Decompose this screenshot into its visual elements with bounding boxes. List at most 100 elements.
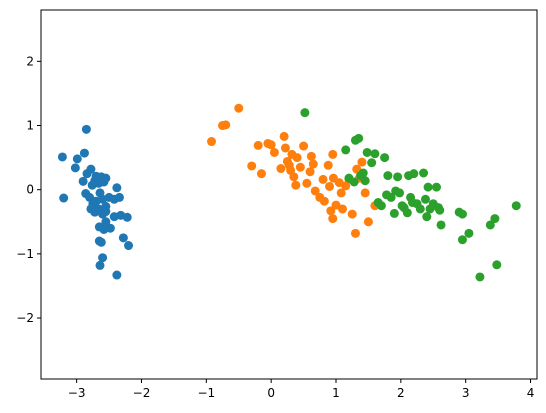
data-point-series-1-46 xyxy=(360,188,370,198)
data-point-series-1-47 xyxy=(363,217,373,227)
x-tick-label: 4 xyxy=(527,386,535,400)
data-point-series-2-15 xyxy=(383,171,393,181)
x-tick-label: 3 xyxy=(462,386,470,400)
data-point-series-2-40 xyxy=(436,220,446,230)
data-point-series-1-31 xyxy=(325,181,335,191)
data-point-series-2-17 xyxy=(386,192,396,202)
data-point-series-2-30 xyxy=(415,204,425,214)
data-point-series-2-48 xyxy=(511,201,521,211)
data-point-series-0-1 xyxy=(59,193,69,203)
data-point-series-1-41 xyxy=(347,209,357,219)
data-point-series-1-32 xyxy=(326,206,336,216)
data-point-series-1-49 xyxy=(328,149,338,159)
data-point-series-0-8 xyxy=(86,164,96,174)
data-point-series-0-40 xyxy=(96,237,106,247)
data-point-series-2-14 xyxy=(380,153,390,163)
data-point-series-1-17 xyxy=(289,172,299,182)
data-point-series-0-34 xyxy=(122,212,132,222)
data-point-series-1-18 xyxy=(291,180,301,190)
data-point-series-1-22 xyxy=(302,178,312,188)
data-point-series-2-39 xyxy=(435,205,445,215)
data-point-series-0-25 xyxy=(112,183,122,193)
data-point-series-0-4 xyxy=(79,148,89,158)
data-point-series-0-3 xyxy=(72,154,82,164)
data-point-series-2-21 xyxy=(395,188,405,198)
data-point-series-2-28 xyxy=(409,169,419,179)
data-point-series-2-0 xyxy=(300,108,310,118)
data-point-series-2-49 xyxy=(457,209,467,219)
data-point-series-2-42 xyxy=(457,235,467,245)
data-point-series-1-23 xyxy=(305,167,315,177)
data-point-series-2-31 xyxy=(419,168,429,178)
data-point-series-2-45 xyxy=(485,220,495,230)
data-point-series-0-42 xyxy=(124,241,134,251)
data-point-series-1-2 xyxy=(221,120,231,130)
data-point-series-0-15 xyxy=(101,173,111,183)
y-tick-label: 0 xyxy=(26,183,34,197)
data-point-series-0-37 xyxy=(101,217,111,227)
data-point-series-0-38 xyxy=(105,223,115,233)
data-point-series-1-6 xyxy=(256,169,266,179)
data-point-series-1-33 xyxy=(328,214,338,224)
axes-layer: −3 −2 −1 0 1 2 3 4 −2 −1 0 1 2 xyxy=(16,54,534,400)
data-point-series-1-30 xyxy=(323,160,333,170)
y-tick-label: −2 xyxy=(16,311,34,325)
y-tick-label: 2 xyxy=(26,54,34,68)
data-point-series-1-5 xyxy=(253,140,263,150)
data-point-series-1-12 xyxy=(280,143,290,153)
data-point-series-2-1 xyxy=(341,145,351,155)
data-point-series-0-43 xyxy=(98,253,108,263)
y-tick-label: 1 xyxy=(26,119,34,133)
data-point-series-2-33 xyxy=(422,212,432,222)
plot-frame xyxy=(40,9,538,380)
data-point-series-2-5 xyxy=(354,133,364,143)
x-tick-label: −3 xyxy=(68,386,86,400)
data-point-series-2-32 xyxy=(420,194,430,204)
data-point-series-2-3 xyxy=(349,177,359,187)
data-point-series-1-29 xyxy=(319,196,329,206)
data-point-series-1-9 xyxy=(269,147,279,157)
data-point-series-2-43 xyxy=(464,228,474,238)
data-point-series-2-24 xyxy=(402,208,412,218)
data-point-series-1-0 xyxy=(207,137,217,147)
data-point-series-0-41 xyxy=(118,233,128,243)
data-point-series-1-42 xyxy=(350,228,360,238)
x-tick-label: 2 xyxy=(397,386,405,400)
data-point-series-1-45 xyxy=(357,157,367,167)
data-point-series-0-5 xyxy=(81,124,91,134)
data-point-series-1-3 xyxy=(234,103,244,113)
data-point-series-0-31 xyxy=(101,207,111,217)
data-point-series-2-37 xyxy=(432,182,441,192)
data-point-series-1-11 xyxy=(279,131,289,141)
data-point-series-1-8 xyxy=(266,140,276,150)
y-tick-label: −1 xyxy=(16,247,34,261)
data-point-series-2-13 xyxy=(376,201,386,211)
data-point-series-1-24 xyxy=(306,151,316,161)
points-layer xyxy=(57,103,521,282)
data-point-series-2-44 xyxy=(475,272,485,282)
data-point-series-1-28 xyxy=(318,174,328,184)
data-point-series-0-2 xyxy=(70,163,80,173)
data-point-series-1-26 xyxy=(310,186,320,196)
data-point-series-2-10 xyxy=(367,158,377,168)
data-point-series-2-46 xyxy=(490,214,500,224)
data-point-series-1-35 xyxy=(331,200,341,210)
data-point-series-2-34 xyxy=(423,182,433,192)
data-point-series-1-4 xyxy=(247,161,257,171)
data-point-series-0-26 xyxy=(114,192,124,202)
data-point-series-2-47 xyxy=(492,260,502,270)
data-point-series-0-45 xyxy=(112,270,122,280)
x-tick-label: 1 xyxy=(332,386,340,400)
data-point-series-2-8 xyxy=(360,176,370,186)
data-point-series-2-20 xyxy=(393,172,403,182)
data-point-series-1-21 xyxy=(299,141,309,151)
x-tick-label: −2 xyxy=(133,386,151,400)
data-point-series-1-19 xyxy=(292,153,302,163)
data-point-series-1-10 xyxy=(276,164,286,174)
data-point-series-0-0 xyxy=(57,152,67,162)
x-tick-label: 0 xyxy=(267,386,275,400)
data-point-series-2-7 xyxy=(358,168,368,178)
data-point-series-0-44 xyxy=(95,260,105,270)
data-point-series-1-20 xyxy=(295,162,305,172)
